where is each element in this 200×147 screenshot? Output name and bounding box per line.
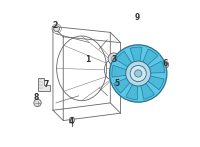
Polygon shape [38,78,50,91]
Text: 9: 9 [135,13,140,22]
Text: 1: 1 [85,55,90,64]
Text: 7: 7 [44,80,49,89]
Text: 6: 6 [163,59,168,69]
Circle shape [114,77,120,83]
Text: 2: 2 [53,21,58,30]
Circle shape [126,61,151,86]
Circle shape [164,63,167,66]
Wedge shape [114,77,132,93]
Wedge shape [145,75,164,90]
Circle shape [162,61,169,68]
Circle shape [54,26,60,32]
Text: 4: 4 [69,117,74,126]
Circle shape [34,99,41,107]
Wedge shape [116,51,133,69]
Wedge shape [126,82,138,100]
Circle shape [130,65,146,82]
Circle shape [108,53,120,65]
Circle shape [69,117,75,122]
Text: 3: 3 [111,55,117,64]
Wedge shape [130,47,142,65]
Wedge shape [140,81,154,99]
Wedge shape [112,65,129,77]
Circle shape [135,70,142,77]
Text: 5: 5 [114,78,119,88]
Text: 8: 8 [33,92,39,102]
Circle shape [110,45,167,102]
Wedge shape [146,61,165,73]
Circle shape [111,56,117,62]
Wedge shape [142,49,158,67]
